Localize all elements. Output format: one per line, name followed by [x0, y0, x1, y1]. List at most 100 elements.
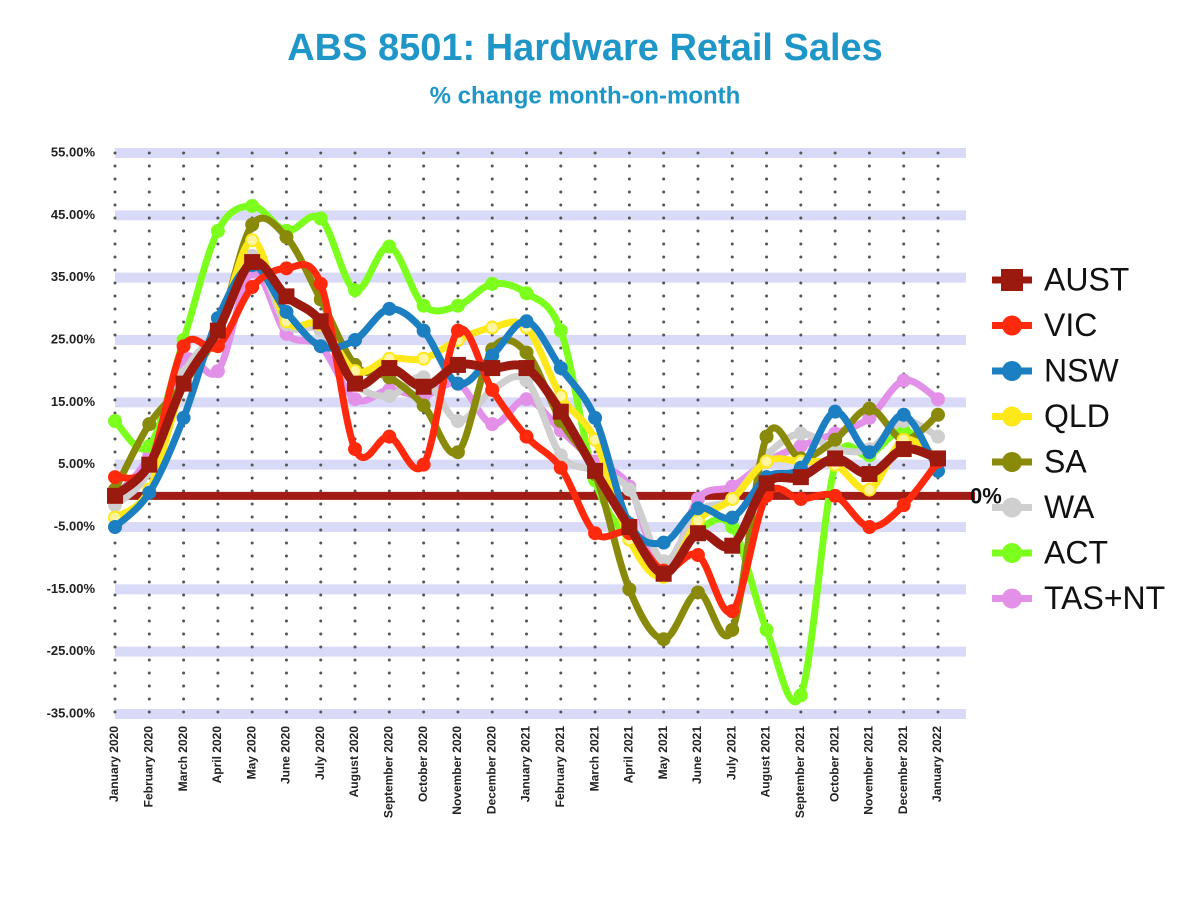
point-marker: [245, 198, 260, 213]
legend-marker: [1002, 452, 1022, 472]
x-tick-label: October 2020: [416, 726, 430, 802]
point-marker: [450, 414, 465, 429]
y-tick-label: 35.00%: [51, 269, 96, 284]
point-marker: [485, 417, 500, 432]
point-marker: [416, 398, 431, 413]
point-marker: [931, 429, 945, 444]
point-marker: [725, 510, 740, 525]
point-marker: [931, 392, 945, 407]
point-marker: [141, 456, 158, 473]
chart-title: ABS 8501: Hardware Retail Sales: [287, 27, 883, 69]
point-marker: [828, 404, 843, 419]
point-marker: [519, 392, 534, 407]
x-tick-label: October 2021: [827, 726, 841, 802]
point-marker: [210, 223, 225, 238]
point-marker: [279, 230, 294, 245]
x-tick-label: January 2021: [519, 726, 533, 802]
point-marker: [725, 604, 740, 619]
x-tick-label: June 2021: [690, 726, 704, 784]
point-marker: [792, 469, 809, 486]
point-marker: [793, 438, 808, 453]
y-tick-label: -15.00%: [47, 581, 96, 596]
point-marker: [862, 401, 877, 416]
point-marker: [793, 491, 808, 506]
point-marker: [348, 442, 363, 457]
point-marker: [416, 323, 431, 338]
point-marker: [553, 323, 568, 338]
point-marker: [519, 286, 534, 301]
point-marker: [622, 582, 637, 597]
point-marker: [725, 622, 740, 637]
plot-area: [107, 198, 946, 706]
point-marker: [176, 339, 191, 354]
point-marker: [931, 407, 945, 422]
y-tick-label: -35.00%: [47, 705, 96, 720]
point-marker: [519, 429, 534, 444]
point-marker: [621, 519, 638, 535]
point-marker: [519, 314, 534, 329]
point-marker: [827, 450, 844, 467]
point-marker: [209, 322, 226, 339]
point-marker: [313, 211, 328, 226]
x-tick-label: July 2021: [724, 726, 738, 780]
point-marker: [930, 450, 946, 467]
point-marker: [518, 360, 535, 377]
point-marker: [485, 348, 500, 363]
legend-marker: [1002, 315, 1022, 336]
x-tick-label: July 2020: [313, 726, 327, 780]
point-marker: [759, 454, 774, 469]
legend-label: NSW: [1044, 352, 1119, 388]
point-marker: [861, 466, 878, 483]
x-tick-label: May 2021: [656, 726, 670, 780]
legend-marker: [1001, 269, 1023, 291]
point-marker: [655, 565, 672, 582]
point-marker: [382, 389, 397, 404]
point-marker: [552, 403, 569, 420]
point-marker: [382, 239, 397, 254]
x-tick-label: February 2021: [553, 726, 567, 808]
point-marker: [862, 520, 877, 534]
point-marker: [690, 548, 705, 563]
point-marker: [587, 462, 604, 479]
legend-marker: [1002, 497, 1022, 518]
point-marker: [588, 526, 603, 541]
legend-marker: [1002, 543, 1022, 563]
point-marker: [142, 417, 157, 432]
point-marker: [862, 445, 877, 460]
point-marker: [450, 298, 465, 313]
point-marker: [896, 498, 911, 513]
x-tick-label: August 2020: [347, 726, 361, 798]
point-marker: [348, 283, 363, 298]
point-marker: [793, 688, 808, 703]
point-marker: [142, 485, 157, 500]
point-marker: [175, 375, 192, 392]
point-marker: [862, 482, 877, 497]
legend-label: QLD: [1044, 398, 1110, 434]
x-tick-label: November 2020: [450, 726, 464, 815]
point-marker: [348, 333, 363, 347]
point-marker: [244, 254, 261, 271]
x-tick-label: June 2020: [279, 726, 293, 784]
legend-marker: [1002, 588, 1022, 609]
point-marker: [313, 276, 328, 291]
x-tick-label: April 2020: [210, 726, 224, 784]
y-tick-label: -25.00%: [47, 643, 96, 658]
point-marker: [450, 445, 465, 460]
point-marker: [279, 304, 294, 319]
point-marker: [382, 429, 397, 444]
point-marker: [416, 457, 431, 472]
legend-label: SA: [1044, 443, 1087, 479]
point-marker: [245, 280, 260, 295]
point-marker: [485, 382, 500, 397]
point-marker: [690, 501, 705, 516]
y-tick-label: 5.00%: [58, 456, 95, 471]
point-marker: [656, 632, 671, 647]
x-tick-label: December 2020: [484, 726, 498, 814]
point-marker: [108, 470, 122, 485]
y-tick-label: -5.00%: [54, 518, 96, 533]
x-tick-label: May 2020: [244, 726, 258, 780]
point-marker: [828, 432, 843, 447]
point-marker: [449, 356, 466, 373]
y-tick-label: 15.00%: [51, 394, 96, 409]
